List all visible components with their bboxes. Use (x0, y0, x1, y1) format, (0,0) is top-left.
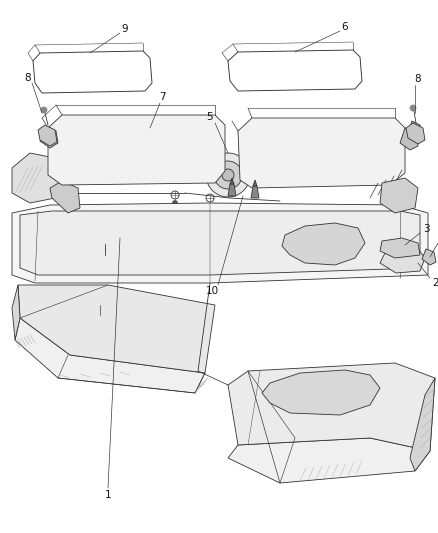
Polygon shape (227, 363, 434, 451)
Circle shape (409, 105, 415, 111)
Polygon shape (40, 126, 58, 148)
Circle shape (205, 194, 213, 202)
Polygon shape (38, 125, 57, 146)
Polygon shape (18, 285, 215, 373)
Polygon shape (15, 318, 205, 393)
Text: 5: 5 (206, 112, 213, 122)
Bar (384, 236, 406, 248)
Circle shape (251, 424, 258, 432)
Polygon shape (227, 50, 361, 91)
Polygon shape (12, 285, 20, 340)
Text: 7: 7 (158, 92, 165, 102)
Polygon shape (409, 378, 434, 471)
Text: 3: 3 (422, 224, 428, 234)
Text: 8: 8 (25, 73, 31, 83)
Polygon shape (12, 203, 427, 283)
Text: 1: 1 (104, 490, 111, 500)
Polygon shape (251, 186, 258, 198)
Polygon shape (33, 51, 152, 93)
Circle shape (41, 107, 47, 113)
Polygon shape (379, 249, 424, 273)
Circle shape (315, 429, 323, 437)
Polygon shape (237, 118, 404, 188)
Circle shape (222, 169, 233, 181)
Circle shape (31, 309, 39, 317)
Text: 9: 9 (121, 24, 128, 34)
Circle shape (376, 260, 383, 266)
Circle shape (196, 262, 203, 269)
Circle shape (51, 262, 58, 269)
Polygon shape (399, 128, 417, 150)
Polygon shape (12, 153, 65, 203)
Circle shape (212, 204, 217, 208)
Polygon shape (261, 370, 379, 415)
Polygon shape (227, 438, 429, 483)
Polygon shape (405, 123, 424, 144)
Bar (339, 404, 367, 418)
Bar (261, 126, 379, 170)
Polygon shape (48, 115, 225, 185)
Polygon shape (50, 181, 80, 213)
Text: 10: 10 (205, 286, 218, 296)
Bar (68, 123, 198, 171)
Text: 4: 4 (437, 230, 438, 240)
Circle shape (318, 237, 330, 249)
Polygon shape (20, 211, 419, 275)
Polygon shape (421, 249, 435, 265)
Circle shape (99, 232, 111, 244)
Polygon shape (227, 184, 236, 196)
Polygon shape (281, 223, 364, 265)
Text: 8: 8 (414, 74, 420, 84)
Bar (369, 243, 387, 253)
Circle shape (76, 316, 84, 324)
Polygon shape (379, 178, 417, 213)
Circle shape (172, 200, 177, 206)
Circle shape (166, 329, 173, 337)
Text: 6: 6 (341, 22, 347, 32)
Circle shape (171, 191, 179, 199)
Circle shape (385, 424, 393, 432)
Text: 2: 2 (432, 278, 438, 288)
Polygon shape (252, 180, 256, 186)
Polygon shape (379, 238, 419, 258)
Circle shape (213, 161, 241, 189)
Circle shape (205, 153, 249, 197)
Polygon shape (407, 121, 421, 138)
Polygon shape (230, 178, 233, 184)
Circle shape (93, 291, 107, 305)
